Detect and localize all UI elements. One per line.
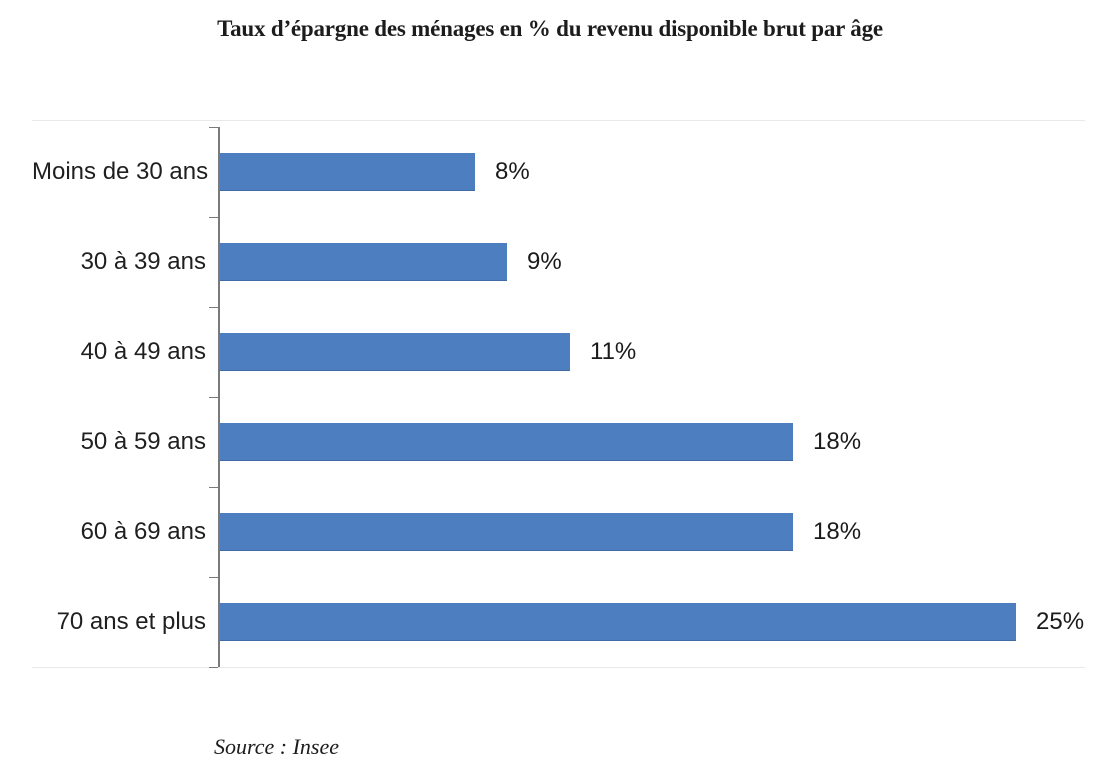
value-label: 25%	[1036, 608, 1085, 635]
axis-tick	[209, 307, 218, 308]
value-label: 9%	[527, 248, 562, 275]
bar	[220, 153, 475, 191]
value-label: 11%	[590, 338, 637, 365]
bar	[220, 243, 507, 281]
plot-area: Moins de 30 ans 8% 30 à 39 ans 9% 40 à 4…	[32, 120, 1085, 668]
bar	[220, 603, 1016, 641]
chart-row: 40 à 49 ans 11%	[32, 307, 1085, 397]
axis-tick	[209, 487, 218, 488]
category-label: 70 ans et plus	[56, 608, 206, 635]
chart-row: 70 ans et plus 25%	[32, 577, 1085, 667]
value-label: 8%	[495, 158, 530, 185]
axis-tick	[209, 667, 218, 668]
bar	[220, 423, 793, 461]
y-axis-line	[218, 127, 220, 667]
value-label: 18%	[813, 518, 862, 545]
axis-tick	[209, 397, 218, 398]
bar-rows-container: Moins de 30 ans 8% 30 à 39 ans 9% 40 à 4…	[32, 127, 1085, 667]
chart-row: 30 à 39 ans 9%	[32, 217, 1085, 307]
axis-tick	[209, 577, 218, 578]
bar	[220, 333, 570, 371]
axis-tick	[209, 217, 218, 218]
axis-tick	[209, 127, 218, 128]
chart-row: Moins de 30 ans 8%	[32, 127, 1085, 217]
chart-title: Taux d’épargne des ménages en % du reven…	[217, 16, 883, 41]
chart-row: 60 à 69 ans 18%	[32, 487, 1085, 577]
category-label: 30 à 39 ans	[80, 248, 206, 275]
source-caption: Source : Insee	[214, 734, 340, 759]
value-label: 18%	[813, 428, 862, 455]
bar	[220, 513, 793, 551]
chart-row: 50 à 59 ans 18%	[32, 397, 1085, 487]
category-label: Moins de 30 ans	[32, 158, 209, 185]
category-label: 40 à 49 ans	[80, 338, 206, 365]
category-label: 50 à 59 ans	[80, 428, 206, 455]
category-label: 60 à 69 ans	[80, 518, 206, 545]
